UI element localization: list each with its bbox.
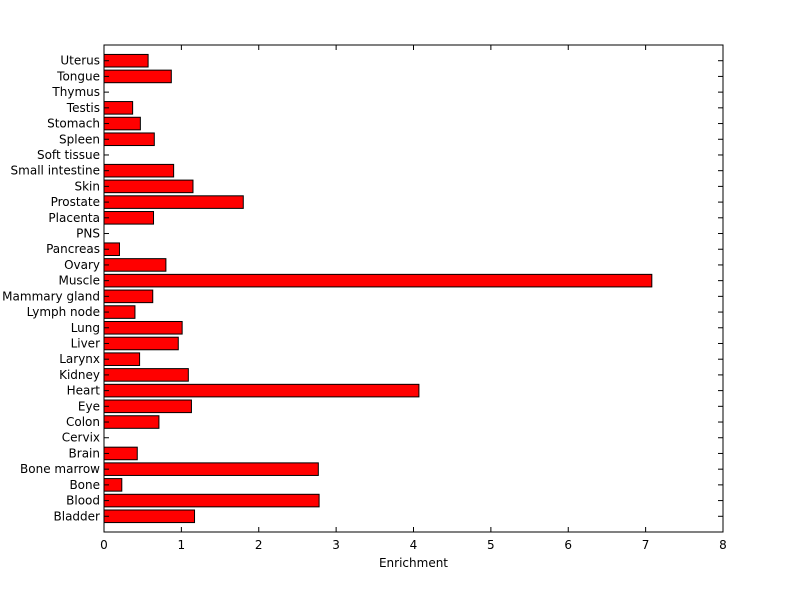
y-tick-label: Muscle: [58, 274, 100, 288]
y-tick-label: Soft tissue: [37, 148, 100, 162]
bar-liver: [103, 336, 179, 351]
bar-skin: [103, 179, 194, 194]
y-tick-label: Uterus: [60, 54, 100, 68]
bar-uterus: [103, 53, 149, 68]
bar-heart: [103, 383, 420, 398]
y-tick-label: Bone marrow: [20, 462, 100, 476]
x-tick-label: 1: [178, 538, 186, 552]
x-tick-label: 8: [719, 538, 727, 552]
bar-stomach: [103, 116, 141, 131]
y-tick-label: Larynx: [59, 352, 100, 366]
bar-bone-marrow: [103, 462, 319, 476]
y-tick-label: Mammary gland: [2, 289, 100, 303]
bar-tongue: [103, 69, 172, 84]
bar-blood: [103, 493, 320, 508]
plot-area: [104, 45, 723, 532]
x-tick-label: 5: [487, 538, 495, 552]
y-tick-label: Heart: [67, 384, 101, 398]
bar-placenta: [103, 211, 155, 225]
bar-muscle: [103, 273, 653, 288]
bar-small-intestine: [103, 163, 175, 178]
y-tick-label: Bladder: [54, 509, 101, 523]
y-tick-label: Lymph node: [27, 305, 100, 319]
bar-colon: [103, 415, 160, 429]
y-tick-label: Lung: [71, 321, 100, 335]
y-tick-label: PNS: [76, 227, 100, 241]
x-ticks-group: 0 1 2 3 4 5 6 7 8: [100, 45, 727, 552]
x-axis-title: Enrichment: [379, 556, 448, 570]
x-tick-label: 0: [100, 538, 108, 552]
y-tick-label: Pancreas: [46, 242, 100, 256]
bar-mammary-gland: [103, 289, 154, 304]
y-tick-label: Colon: [66, 415, 100, 429]
y-tick-label: Testis: [66, 101, 100, 115]
y-tick-label: Blood: [66, 494, 100, 508]
y-tick-label: Bone: [69, 478, 100, 492]
bar-bladder: [103, 509, 196, 524]
y-tick-label: Placenta: [48, 211, 100, 225]
y-tick-label: Eye: [78, 399, 100, 413]
y-tick-label: Thymus: [51, 85, 100, 99]
bar-spleen: [103, 132, 155, 147]
x-tick-label: 6: [564, 538, 572, 552]
y-tick-label: Kidney: [59, 368, 100, 382]
y-tick-label: Spleen: [59, 132, 100, 146]
x-tick-label: 4: [410, 538, 418, 552]
bar-prostate: [103, 195, 244, 209]
y-tick-label: Liver: [71, 336, 101, 350]
bar-kidney: [103, 368, 189, 382]
bar-eye: [103, 399, 192, 414]
bar-larynx: [103, 352, 141, 366]
plot-frame: [103, 44, 724, 533]
x-tick-label: 7: [642, 538, 650, 552]
y-tick-label: Tongue: [56, 69, 100, 83]
bar-lung: [103, 320, 183, 335]
x-tick-label: 2: [255, 538, 263, 552]
y-tick-label: Brain: [69, 446, 100, 460]
y-tick-label: Prostate: [51, 195, 100, 209]
y-tick-label: Small intestine: [11, 164, 100, 178]
x-tick-label: 3: [332, 538, 340, 552]
y-tick-label: Cervix: [62, 431, 100, 445]
bar-ovary: [103, 258, 167, 272]
y-tick-label: Ovary: [64, 258, 100, 272]
y-tick-label: Stomach: [47, 117, 100, 131]
y-tick-label: Skin: [74, 179, 100, 193]
